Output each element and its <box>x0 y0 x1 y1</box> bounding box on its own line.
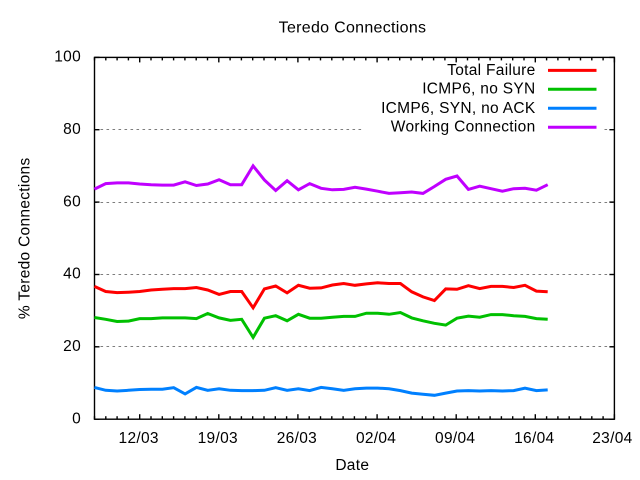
svg-text:Total Failure: Total Failure <box>447 62 535 79</box>
svg-text:20: 20 <box>63 338 81 355</box>
svg-text:Working Connection: Working Connection <box>391 119 536 136</box>
svg-text:02/04: 02/04 <box>356 430 396 447</box>
svg-text:40: 40 <box>63 266 81 283</box>
svg-text:19/03: 19/03 <box>198 430 238 447</box>
svg-text:12/03: 12/03 <box>119 430 159 447</box>
svg-text:09/04: 09/04 <box>435 430 475 447</box>
svg-text:26/03: 26/03 <box>277 430 317 447</box>
svg-text:60: 60 <box>63 193 81 210</box>
svg-text:16/04: 16/04 <box>514 430 554 447</box>
svg-text:23/04: 23/04 <box>592 430 632 447</box>
svg-text:ICMP6, no SYN: ICMP6, no SYN <box>422 81 535 98</box>
svg-text:80: 80 <box>63 121 81 138</box>
svg-text:100: 100 <box>54 49 81 66</box>
svg-text:Date: Date <box>335 457 369 474</box>
svg-text:Teredo Connections: Teredo Connections <box>279 20 427 37</box>
svg-text:0: 0 <box>72 410 81 427</box>
svg-text:ICMP6, SYN, no ACK: ICMP6, SYN, no ACK <box>381 100 536 117</box>
svg-text:% Teredo Connections: % Teredo Connections <box>17 157 34 319</box>
